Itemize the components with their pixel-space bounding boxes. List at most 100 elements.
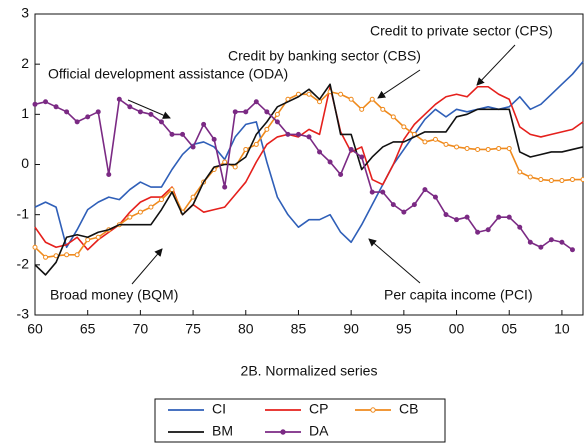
point [53, 104, 59, 110]
point [85, 114, 91, 120]
point [380, 106, 386, 112]
point [306, 91, 312, 97]
point [295, 131, 301, 137]
series-line [34, 85, 584, 251]
point [496, 145, 502, 151]
point [569, 247, 575, 253]
x-tick-label: 10 [554, 321, 570, 337]
point [85, 237, 91, 243]
legend-marker [370, 407, 376, 413]
y-tick-label: -1 [17, 205, 30, 221]
point [253, 99, 259, 105]
legend-label: CB [399, 401, 418, 417]
point [32, 244, 38, 250]
point [285, 131, 291, 137]
point [338, 91, 344, 97]
annotation-bg [368, 23, 555, 41]
point [454, 144, 460, 150]
annotation-bg [46, 66, 291, 84]
legend-marker [280, 429, 286, 435]
point [190, 194, 196, 200]
point [401, 124, 407, 130]
point [380, 189, 386, 195]
point [348, 146, 354, 152]
point [432, 194, 438, 200]
x-tick-label: 70 [133, 321, 149, 337]
point [548, 178, 554, 184]
point [411, 202, 417, 208]
point [422, 187, 428, 193]
point [506, 145, 512, 151]
y-tick-label: 0 [21, 155, 29, 171]
point [317, 149, 323, 155]
x-tick-label: 90 [343, 321, 359, 337]
point [169, 187, 175, 193]
point [390, 114, 396, 120]
point [106, 172, 112, 178]
annotation-arrow [127, 99, 171, 119]
point [369, 189, 375, 195]
x-tick-label: 80 [238, 321, 254, 337]
annotation-bg [48, 287, 181, 305]
annotation-arrow [377, 69, 421, 99]
point [464, 145, 470, 151]
point [243, 146, 249, 152]
point [158, 197, 164, 203]
x-tick-label: 85 [291, 321, 307, 337]
caption: 2B. Normalized series [241, 363, 378, 379]
legend-label: BM [212, 423, 233, 439]
point [232, 164, 238, 170]
point [580, 177, 584, 183]
point [443, 212, 449, 218]
point [359, 106, 365, 112]
x-tick-label: 65 [80, 321, 96, 337]
point [559, 178, 565, 184]
y-tick-label: 2 [21, 55, 29, 71]
legend [154, 398, 446, 443]
point [317, 99, 323, 105]
point [274, 111, 280, 117]
series-line [34, 98, 573, 251]
point [485, 227, 491, 233]
point [422, 139, 428, 145]
point [443, 141, 449, 147]
point [538, 244, 544, 250]
point [64, 109, 70, 115]
point [475, 146, 481, 152]
point [359, 154, 365, 160]
point [43, 254, 49, 260]
annotation: Credit to private sector (CPS) [370, 23, 553, 39]
legend-label: CI [212, 401, 226, 417]
point [243, 109, 249, 115]
point [264, 109, 270, 115]
x-tick-label: 00 [449, 321, 465, 337]
point [201, 121, 207, 127]
annotation-bg [382, 287, 535, 305]
annotation: Credit by banking sector (CBS) [228, 48, 421, 64]
series-line [34, 83, 584, 276]
annotation-arrow [368, 238, 421, 284]
point [180, 131, 186, 137]
point [95, 109, 101, 115]
x-tick-label: 05 [501, 321, 517, 337]
point [538, 177, 544, 183]
point [148, 111, 154, 117]
point [127, 214, 133, 220]
series-line [34, 61, 584, 249]
point [454, 217, 460, 223]
point [390, 202, 396, 208]
point [348, 96, 354, 102]
point [327, 159, 333, 165]
y-tick-label: -3 [17, 306, 30, 322]
point [64, 252, 70, 258]
legend-label: DA [309, 423, 329, 439]
point [464, 214, 470, 220]
point [169, 131, 175, 137]
point [527, 174, 533, 180]
annotation: Per capita income (PCI) [384, 287, 533, 303]
point [190, 144, 196, 150]
point [222, 184, 228, 190]
x-tick-label: 95 [396, 321, 412, 337]
point [137, 209, 143, 215]
